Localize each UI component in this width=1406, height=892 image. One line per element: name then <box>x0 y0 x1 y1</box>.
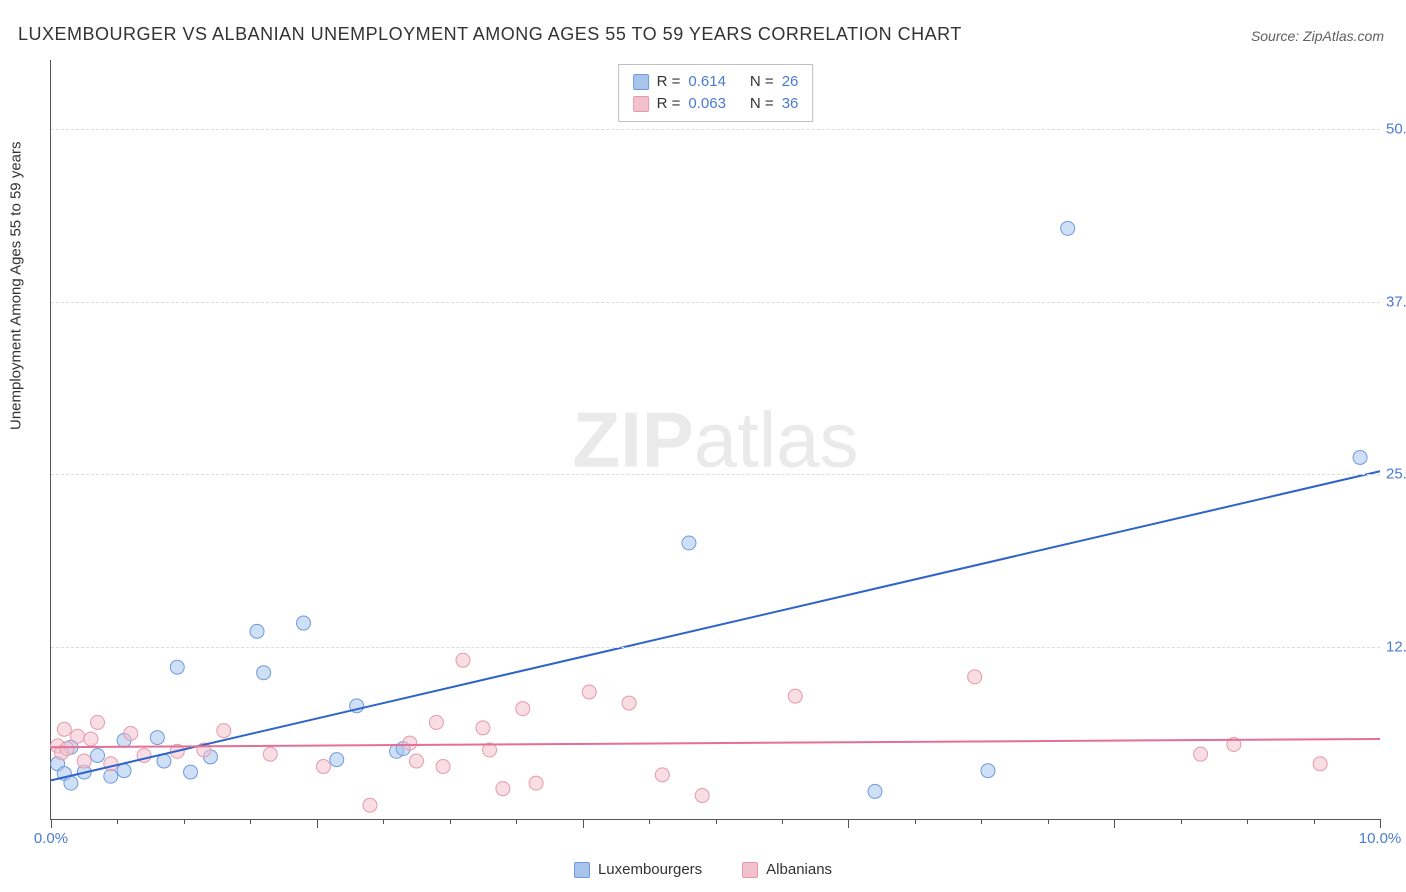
data-point <box>184 765 198 779</box>
data-point <box>297 616 311 630</box>
data-point <box>363 798 377 812</box>
x-tick <box>450 819 451 824</box>
x-tick <box>51 819 52 828</box>
data-point <box>582 685 596 699</box>
y-tick-label: 12.5% <box>1386 638 1406 655</box>
y-tick-label: 50.0% <box>1386 121 1406 138</box>
gridline <box>51 302 1380 303</box>
x-tick <box>1380 819 1381 828</box>
regression-line <box>51 739 1380 747</box>
x-tick <box>516 819 517 824</box>
x-tick <box>782 819 783 824</box>
gridline <box>51 129 1380 130</box>
data-point <box>409 754 423 768</box>
data-point <box>84 732 98 746</box>
data-point <box>104 769 118 783</box>
data-point <box>330 753 344 767</box>
data-point <box>496 782 510 796</box>
data-point <box>622 696 636 710</box>
x-tick-label: 0.0% <box>34 830 68 847</box>
x-tick <box>1314 819 1315 824</box>
x-tick <box>1114 819 1115 828</box>
x-tick <box>383 819 384 824</box>
data-point <box>150 731 164 745</box>
data-point <box>263 747 277 761</box>
data-point <box>516 702 530 716</box>
regression-line <box>51 471 1380 780</box>
data-point <box>91 749 105 763</box>
data-point <box>788 689 802 703</box>
gridline <box>51 647 1380 648</box>
x-tick <box>117 819 118 824</box>
data-point <box>1194 747 1208 761</box>
data-point <box>57 722 71 736</box>
x-tick <box>184 819 185 824</box>
x-tick <box>649 819 650 824</box>
data-point <box>429 715 443 729</box>
x-tick <box>981 819 982 824</box>
data-point <box>124 726 138 740</box>
data-point <box>170 660 184 674</box>
bottom-legend: Luxembourgers Albanians <box>0 861 1406 878</box>
data-point <box>316 760 330 774</box>
data-point <box>217 724 231 738</box>
data-point <box>1061 221 1075 235</box>
source-label: Source: ZipAtlas.com <box>1251 28 1384 44</box>
gridline <box>51 474 1380 475</box>
x-tick <box>250 819 251 824</box>
data-point <box>117 764 131 778</box>
x-tick <box>716 819 717 824</box>
y-tick-label: 25.0% <box>1386 466 1406 483</box>
chart-container: LUXEMBOURGER VS ALBANIAN UNEMPLOYMENT AM… <box>0 0 1406 892</box>
legend-item-albanians: Albanians <box>742 861 832 878</box>
data-point <box>250 624 264 638</box>
x-tick <box>848 819 849 828</box>
x-tick <box>1048 819 1049 824</box>
data-point <box>91 715 105 729</box>
data-point <box>655 768 669 782</box>
data-point <box>1313 757 1327 771</box>
data-point <box>104 757 118 771</box>
swatch-luxembourgers <box>574 862 590 878</box>
data-point <box>456 653 470 667</box>
data-point <box>403 736 417 750</box>
legend-label-albanians: Albanians <box>766 861 832 878</box>
x-tick <box>1247 819 1248 824</box>
data-point <box>682 536 696 550</box>
data-point <box>868 784 882 798</box>
chart-title: LUXEMBOURGER VS ALBANIAN UNEMPLOYMENT AM… <box>18 24 962 45</box>
x-tick <box>1181 819 1182 824</box>
x-tick <box>915 819 916 824</box>
swatch-albanians <box>742 862 758 878</box>
data-point <box>529 776 543 790</box>
data-point <box>476 721 490 735</box>
data-point <box>60 742 74 756</box>
plot-svg <box>51 60 1380 819</box>
data-point <box>1353 450 1367 464</box>
data-point <box>77 754 91 768</box>
x-tick-label: 10.0% <box>1359 830 1402 847</box>
data-point <box>436 760 450 774</box>
x-tick <box>583 819 584 828</box>
data-point <box>981 764 995 778</box>
plot-area: ZIPatlas R = 0.614 N = 26 R = 0.063 N = … <box>50 60 1380 820</box>
legend-label-luxembourgers: Luxembourgers <box>598 861 702 878</box>
data-point <box>968 670 982 684</box>
y-axis-label: Unemployment Among Ages 55 to 59 years <box>8 141 25 430</box>
data-point <box>64 776 78 790</box>
legend-item-luxembourgers: Luxembourgers <box>574 861 702 878</box>
x-tick <box>317 819 318 828</box>
data-point <box>257 666 271 680</box>
data-point <box>695 789 709 803</box>
data-point <box>71 729 85 743</box>
y-tick-label: 37.5% <box>1386 293 1406 310</box>
